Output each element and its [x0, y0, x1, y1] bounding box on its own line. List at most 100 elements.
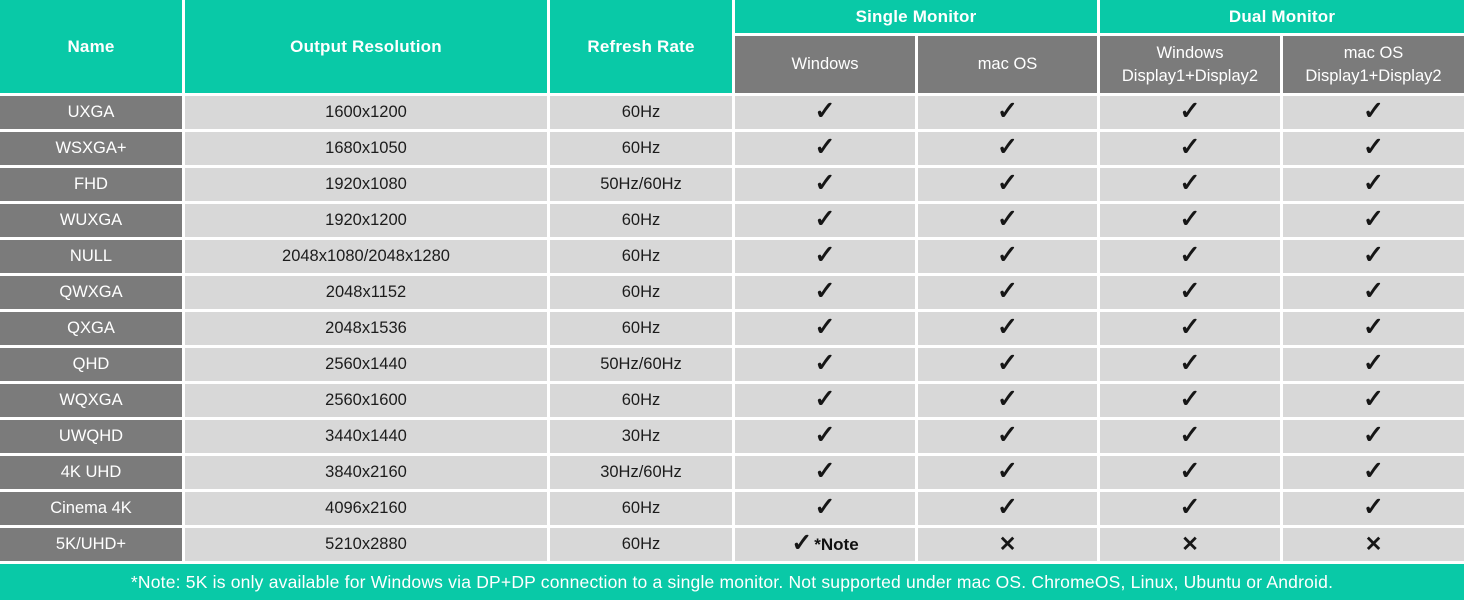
- row-refresh-rate: 50Hz/60Hz: [550, 348, 732, 381]
- sub-header-dual-windows: Windows Display1+Display2: [1100, 36, 1280, 93]
- check-icon: ✓: [1363, 385, 1384, 413]
- row-refresh-rate: 60Hz: [550, 312, 732, 345]
- check-icon: ✓: [997, 169, 1018, 197]
- check-icon: ✓: [1179, 421, 1201, 449]
- check-icon: ✓: [997, 277, 1018, 305]
- row-resolution: 4096x2160: [185, 492, 547, 525]
- support-cell: ✓: [1283, 240, 1464, 273]
- check-icon: ✓: [1179, 97, 1201, 125]
- support-cell: ✓: [918, 168, 1097, 201]
- row-refresh-rate: 50Hz/60Hz: [550, 168, 732, 201]
- row-refresh-rate: 60Hz: [550, 492, 732, 525]
- support-cell: ✓: [1100, 312, 1280, 345]
- row-refresh-rate: 60Hz: [550, 240, 732, 273]
- support-cell: ✓: [735, 420, 915, 453]
- row-name: QHD: [0, 348, 182, 381]
- support-cell: ✓: [918, 204, 1097, 237]
- row-resolution: 2048x1536: [185, 312, 547, 345]
- spec-table: Name Output Resolution Refresh Rate Sing…: [0, 0, 1464, 561]
- cross-icon: ✕: [998, 533, 1017, 556]
- check-icon: ✓: [1179, 241, 1201, 269]
- support-cell: ✓: [1100, 168, 1280, 201]
- row-name: WQXGA: [0, 384, 182, 417]
- check-icon: ✓: [814, 97, 836, 125]
- row-name: UWQHD: [0, 420, 182, 453]
- support-cell: ✓: [918, 456, 1097, 489]
- sub-header-single-macos: mac OS: [918, 36, 1097, 93]
- support-cell: ✓: [735, 168, 915, 201]
- row-resolution: 5210x2880: [185, 528, 547, 561]
- row-name: QWXGA: [0, 276, 182, 309]
- sub-header-single-windows: Windows: [735, 36, 915, 93]
- column-header-name: Name: [0, 0, 182, 93]
- check-icon: ✓: [1363, 457, 1384, 485]
- row-refresh-rate: 60Hz: [550, 204, 732, 237]
- support-cell: ✓: [735, 312, 915, 345]
- check-icon: ✓: [1179, 385, 1201, 413]
- check-icon: ✓: [997, 313, 1018, 341]
- support-cell: ✓: [918, 384, 1097, 417]
- row-resolution: 1600x1200: [185, 96, 547, 129]
- group-header-dual-monitor: Dual Monitor: [1100, 0, 1464, 33]
- row-resolution: 3840x2160: [185, 456, 547, 489]
- support-cell: ✓: [1100, 276, 1280, 309]
- support-cell: ✓: [735, 96, 915, 129]
- check-icon: ✓: [997, 385, 1018, 413]
- footnote-text: *Note: 5K is only available for Windows …: [130, 571, 1334, 592]
- row-name: UXGA: [0, 96, 182, 129]
- support-cell: ✓: [1100, 348, 1280, 381]
- check-icon: ✓: [814, 493, 836, 521]
- support-cell: ✓: [918, 348, 1097, 381]
- check-icon: ✓: [814, 241, 836, 269]
- support-cell: ✓: [1283, 204, 1464, 237]
- support-cell: ✓: [1283, 492, 1464, 525]
- check-icon: ✓: [1363, 97, 1384, 125]
- row-name: WUXGA: [0, 204, 182, 237]
- support-cell: ✓: [1283, 456, 1464, 489]
- check-icon: ✓: [997, 349, 1018, 377]
- support-cell: ✓: [1100, 492, 1280, 525]
- row-resolution: 1920x1080: [185, 168, 547, 201]
- check-icon: ✓: [1363, 493, 1384, 521]
- check-icon: ✓: [791, 529, 813, 557]
- column-header-refresh-rate: Refresh Rate: [550, 0, 732, 93]
- check-icon: ✓: [814, 385, 836, 413]
- row-refresh-rate: 30Hz: [550, 420, 732, 453]
- check-icon: ✓: [997, 493, 1018, 521]
- support-cell: ✓: [1100, 96, 1280, 129]
- check-icon: ✓: [997, 205, 1018, 233]
- support-cell: ✓: [735, 204, 915, 237]
- support-cell: ✓: [1100, 456, 1280, 489]
- check-icon: ✓: [1363, 349, 1384, 377]
- support-cell: ✓: [1100, 132, 1280, 165]
- check-icon: ✓: [1179, 349, 1201, 377]
- check-icon: ✓: [1179, 457, 1201, 485]
- support-cell: ✓: [735, 456, 915, 489]
- check-icon: ✓: [814, 313, 836, 341]
- check-icon: ✓: [1179, 313, 1201, 341]
- support-cell: ✓: [735, 384, 915, 417]
- check-icon: ✓: [1179, 205, 1201, 233]
- row-resolution: 2048x1152: [185, 276, 547, 309]
- check-icon: ✓: [814, 133, 836, 161]
- unsupported-cell: ✕: [918, 528, 1097, 561]
- support-cell: ✓: [1283, 420, 1464, 453]
- check-icon: ✓: [1179, 493, 1201, 521]
- row-name: 5K/UHD+: [0, 528, 182, 561]
- row-resolution: 2560x1440: [185, 348, 547, 381]
- footnote-bar: *Note: 5K is only available for Windows …: [0, 564, 1464, 600]
- row-refresh-rate: 60Hz: [550, 96, 732, 129]
- row-resolution: 3440x1440: [185, 420, 547, 453]
- check-icon: ✓: [814, 457, 836, 485]
- support-cell: ✓: [1283, 132, 1464, 165]
- support-cell: ✓: [735, 240, 915, 273]
- row-name: 4K UHD: [0, 456, 182, 489]
- check-icon: ✓: [814, 169, 836, 197]
- support-cell: ✓: [918, 276, 1097, 309]
- row-name: NULL: [0, 240, 182, 273]
- support-cell: ✓: [735, 492, 915, 525]
- row-resolution: 1920x1200: [185, 204, 547, 237]
- row-resolution: 2560x1600: [185, 384, 547, 417]
- support-cell: ✓: [1100, 420, 1280, 453]
- check-icon: ✓: [1363, 313, 1384, 341]
